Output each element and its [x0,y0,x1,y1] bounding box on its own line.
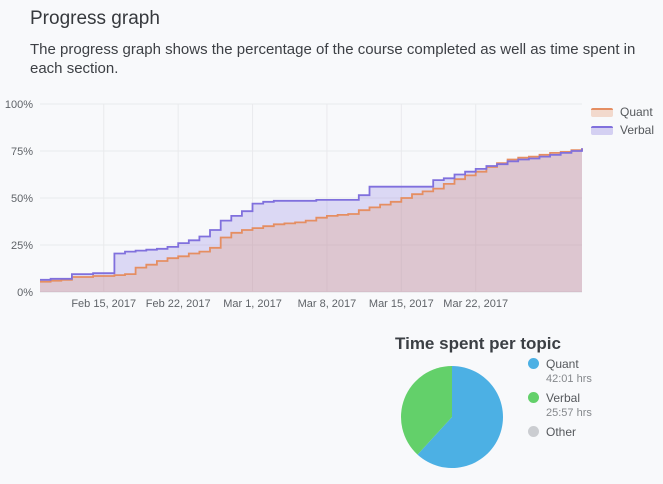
pie-chart-legend: Quant 42:01 hrs Verbal 25:57 hrs Other [528,356,592,444]
legend-label: Quant [620,105,653,119]
x-axis-tick-label: Feb 22, 2017 [146,298,211,310]
legend-label: Verbal [620,123,655,137]
pie-legend-hours: 42:01 hrs [546,373,592,385]
y-axis-tick-label: 0% [17,287,33,299]
verbal-line[interactable] [40,148,583,281]
legend-item-quant[interactable]: Quant [591,103,654,121]
pie-legend-label: Other [546,424,577,439]
x-axis-tick-label: Feb 15, 2017 [71,298,136,310]
time-spent-pie-chart [400,366,503,468]
pie-legend-label: Quant [546,356,579,371]
x-axis-tick-label: Mar 1, 2017 [223,298,282,310]
y-axis-tick-label: 100% [5,99,33,111]
other-color-dot [528,426,539,437]
pie-chart-title: Time spent per topic [395,334,561,353]
verbal-color-dot [528,392,539,403]
pie-slice-quant[interactable] [417,366,503,468]
pie-legend-head: Quant [528,356,592,371]
legend-item-verbal[interactable]: Verbal [591,121,654,139]
quant-series-swatch [591,107,613,117]
pie-slice-verbal[interactable] [400,366,452,455]
x-axis-tick-label: Mar 15, 2017 [369,298,434,310]
chart-gridlines [40,103,582,293]
y-axis-tick-label: 25% [11,240,33,252]
progress-chart-legend: Quant Verbal [591,103,654,139]
y-axis-tick-label: 50% [11,193,33,205]
pie-legend-head: Other [528,424,592,439]
pie-legend-head: Verbal [528,390,592,405]
verbal-series-swatch [591,125,613,135]
pie-legend-hours: 25:57 hrs [546,407,592,419]
y-axis-tick-label: 75% [11,146,33,158]
x-axis-tick-label: Mar 22, 2017 [443,298,508,310]
x-axis-tick-label: Mar 8, 2017 [298,298,357,310]
pie-legend-item-other[interactable]: Other [528,424,592,439]
progress-line-chart: 0% 25% 50% 75% 100% Feb 15, 2017 Feb 22, 2017 M… [5,99,583,310]
page-title: Progress graph [30,8,160,29]
page-description: The progress graph shows the percentage … [30,41,636,78]
pie-legend-item-verbal[interactable]: Verbal 25:57 hrs [528,390,592,419]
pie-legend-label: Verbal [546,390,581,405]
pie-legend-item-quant[interactable]: Quant 42:01 hrs [528,356,592,385]
quant-color-dot [528,358,539,369]
